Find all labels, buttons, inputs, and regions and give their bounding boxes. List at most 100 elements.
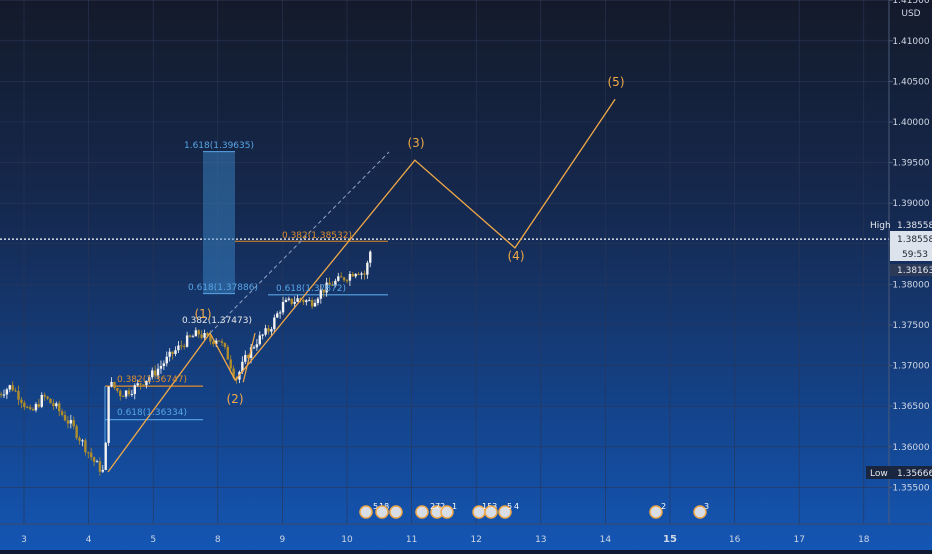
candle-body: [345, 280, 349, 282]
x-tick-label: 5: [150, 535, 156, 545]
y-tick-label: 1.36000: [892, 443, 929, 453]
y-tick-label: 1.39000: [892, 199, 929, 209]
fib-ext-1618-label: 1.618(1.39635): [184, 141, 254, 151]
y-tick-label: 1.36500: [892, 402, 929, 412]
x-tick-label: 16: [729, 535, 741, 545]
candle-body: [337, 276, 340, 281]
candle-body: [293, 301, 296, 304]
low-label: Low: [870, 469, 888, 479]
candle-body: [156, 368, 160, 376]
candle-body: [206, 333, 209, 336]
wave-label-2: (2): [227, 392, 244, 406]
candle-body: [107, 386, 110, 443]
x-tick-label: 15: [663, 534, 677, 545]
candle-body: [110, 381, 113, 387]
candle-body: [255, 344, 259, 348]
candle-body: [14, 390, 17, 392]
candle-body: [43, 394, 46, 397]
candle-body: [95, 461, 99, 463]
candle-body: [11, 385, 14, 391]
x-tick-label: 17: [793, 535, 804, 545]
candle-body: [360, 273, 363, 275]
elliott-wave-path: [107, 98, 616, 473]
candle-body: [217, 340, 221, 342]
candle-body: [261, 334, 264, 336]
candle-body: [58, 403, 61, 412]
y-tick-label: 1.41500: [892, 0, 929, 6]
candle-body: [366, 262, 369, 275]
candle-body: [92, 457, 96, 462]
low-price-tag: [866, 466, 932, 479]
event-badge-icon[interactable]: [415, 505, 429, 519]
candle-body: [60, 411, 64, 416]
x-tick-label: 18: [858, 535, 870, 545]
candle-body: [40, 394, 43, 407]
candle-body: [63, 415, 67, 421]
x-tick-label: 13: [535, 535, 546, 545]
time-scale[interactable]: 3 4 5 8 9 10 11 12 13 14 15 16 17 18: [21, 534, 870, 545]
candle-body: [142, 384, 145, 386]
high-value: 1.38558: [897, 221, 932, 231]
fib-extension-zone: [203, 151, 235, 294]
candle-body: [23, 402, 26, 408]
gridlines: [0, 0, 889, 524]
candle-body: [363, 273, 366, 275]
candle-body: [116, 387, 119, 391]
candle-body: [0, 394, 3, 396]
candle-body: [5, 389, 9, 395]
candle-body: [113, 381, 116, 388]
candle-body: [17, 390, 20, 400]
x-tick-label: 11: [406, 535, 417, 545]
candle-body: [244, 354, 247, 362]
event-badge-icon[interactable]: [498, 505, 512, 519]
candle-body: [290, 298, 293, 304]
candle-body: [28, 407, 32, 410]
candle-body: [194, 330, 198, 337]
candle-body: [104, 442, 107, 470]
event-badge-icon[interactable]: [375, 505, 389, 519]
candle-body: [354, 273, 357, 277]
trend-projection-line: [209, 151, 390, 334]
event-badge-icon[interactable]: [693, 505, 707, 519]
event-badge-icon[interactable]: [389, 505, 403, 519]
event-badges[interactable]: 5 18 272 1 153 5 4 2 3: [359, 502, 709, 519]
y-tick-label: 1.37500: [892, 321, 929, 331]
current-price-tag: [890, 231, 932, 261]
candle-body: [319, 289, 323, 299]
event-badge-count: 272: [430, 502, 445, 511]
x-tick-label: 8: [215, 535, 221, 545]
event-badge-count: 1: [452, 502, 457, 511]
event-badge-count: 5: [373, 502, 378, 511]
event-badge-icon[interactable]: [359, 505, 373, 519]
event-badge-count: 3: [704, 502, 709, 511]
wave-label-1: (1): [195, 307, 212, 321]
candle-body: [151, 370, 154, 378]
candle-body: [78, 437, 81, 441]
event-badge-icon[interactable]: [440, 505, 454, 519]
x-tick-label: 14: [600, 535, 612, 545]
y-tick-label: 1.40500: [892, 77, 929, 87]
y-tick-label: 1.37000: [892, 362, 929, 372]
event-badge-icon[interactable]: [484, 505, 498, 519]
candle-body: [226, 346, 230, 360]
candle-body: [197, 330, 200, 335]
event-badge-icon[interactable]: [649, 505, 663, 519]
candle-body: [325, 282, 328, 293]
low-value: 1.35666: [897, 469, 932, 479]
candle-body: [55, 403, 58, 407]
candle-body: [26, 407, 29, 409]
candle-body: [69, 420, 73, 424]
wave-label-4: (4): [508, 249, 525, 263]
fib-382-mid-label: 0.382(1.37473): [182, 316, 252, 326]
candle-body: [302, 299, 305, 303]
candle-body: [145, 380, 148, 386]
candle-body: [139, 383, 142, 385]
candle-body: [331, 284, 334, 286]
candle-body: [174, 350, 177, 355]
candle-body: [229, 359, 232, 369]
candle-body: [212, 341, 215, 345]
candle-body: [264, 328, 267, 335]
candle-body: [188, 335, 192, 337]
